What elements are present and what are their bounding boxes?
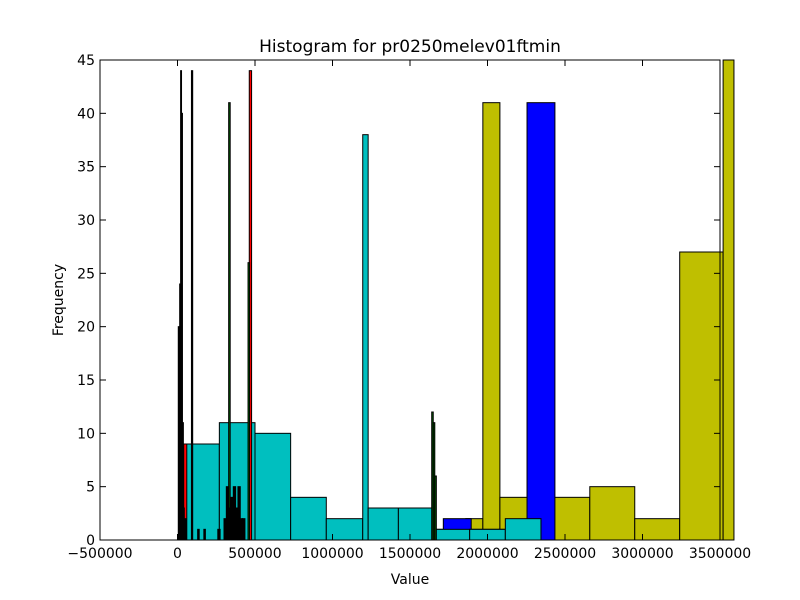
histogram-bar	[242, 518, 246, 541]
histogram-bar	[290, 496, 327, 541]
y-tick-label: 0	[86, 533, 95, 549]
x-tick-label: 2500000	[534, 546, 596, 562]
histogram-bar	[197, 528, 200, 541]
histogram-bar	[526, 102, 556, 541]
histogram-bar	[247, 262, 251, 541]
x-axis-label: Value	[391, 572, 429, 588]
histogram-bar	[183, 443, 220, 541]
x-tick-label: 500000	[228, 546, 281, 562]
histogram-bar	[178, 347, 181, 541]
y-tick-label: 10	[77, 426, 95, 442]
bars-layer	[177, 59, 735, 541]
histogram-bar	[504, 518, 542, 541]
histogram-bar	[203, 528, 206, 541]
histogram-bar	[182, 507, 185, 541]
chart-title: Histogram for pr0250melev01ftmin	[259, 37, 561, 57]
histogram-bar	[184, 518, 187, 541]
y-axis-label: Frequency	[51, 264, 67, 336]
y-tick-label: 5	[86, 480, 95, 496]
x-tick-label: 0	[173, 546, 182, 562]
histogram-bar	[228, 102, 231, 541]
x-tick-label: −500000	[67, 546, 132, 562]
histogram-bar	[190, 70, 194, 541]
histogram-bar	[679, 251, 724, 541]
y-tick-label: 30	[77, 213, 95, 229]
histogram-bar	[434, 475, 437, 541]
y-tick-label: 15	[77, 373, 95, 389]
x-tick-label: 1000000	[301, 546, 363, 562]
histogram-bar	[589, 486, 636, 541]
histogram-bar	[433, 528, 471, 541]
x-tick-label: 2000000	[456, 546, 518, 562]
histogram-bar	[397, 507, 435, 541]
histogram-bar	[254, 432, 292, 541]
histogram-bar	[722, 59, 735, 541]
histogram-bar	[634, 518, 681, 541]
histogram-bar	[217, 528, 221, 541]
histogram-bar	[325, 518, 364, 541]
x-tick-label: 3500000	[689, 546, 751, 562]
y-tick-label: 35	[77, 160, 95, 176]
x-tick-label: 1500000	[379, 546, 441, 562]
y-tick-label: 25	[77, 266, 95, 282]
y-tick-label: 20	[77, 320, 95, 336]
histogram-bar	[362, 134, 369, 541]
ticks-layer: −500000 0 500000 1000000 1500000 2000000 25000…	[67, 53, 751, 562]
x-tick-label: 3000000	[611, 546, 673, 562]
histogram-bar	[367, 507, 399, 541]
histogram-bar	[482, 102, 501, 541]
y-tick-label: 40	[77, 106, 95, 122]
y-tick-label: 45	[77, 53, 95, 69]
